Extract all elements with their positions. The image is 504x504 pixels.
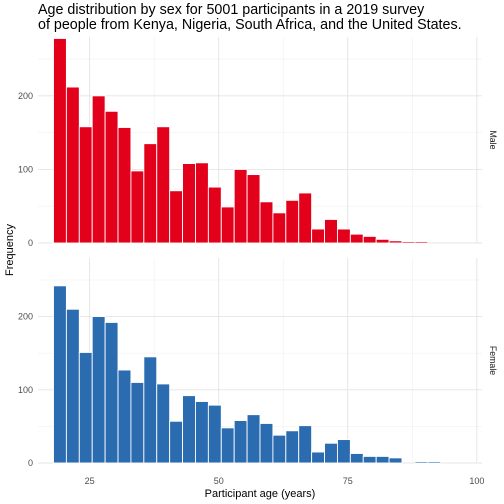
- histogram-bar-male: [414, 241, 429, 244]
- histogram-bar-female: [388, 457, 403, 464]
- histogram-bar-male: [207, 186, 222, 244]
- histogram-bar-male: [91, 95, 106, 244]
- histogram-bar-male: [324, 219, 338, 244]
- x-tick-label: 25: [85, 476, 95, 486]
- histogram-bar-male: [78, 126, 93, 244]
- histogram-bar-female: [78, 351, 93, 464]
- histogram-bar-female: [130, 382, 145, 464]
- histogram-bar-male: [195, 162, 209, 244]
- facet-strip-label: Male: [488, 130, 498, 149]
- y-tick-label: 200: [18, 91, 33, 101]
- histogram-bar-male: [388, 240, 403, 244]
- histogram-bar-male: [117, 127, 132, 244]
- histogram-bar-male: [401, 241, 416, 244]
- histogram-bar-female: [207, 404, 222, 464]
- histogram-bar-male: [104, 110, 119, 244]
- histogram-bar-male: [285, 199, 300, 244]
- histogram-bar-female: [349, 453, 364, 464]
- histogram-bar-female: [104, 321, 119, 464]
- histogram-bar-male: [375, 238, 390, 244]
- histogram-bar-female: [233, 420, 248, 464]
- x-tick-label: 75: [343, 476, 353, 486]
- histogram-bar-male: [220, 206, 235, 244]
- histogram-bar-male: [349, 233, 364, 244]
- y-tick-label: 100: [18, 164, 33, 174]
- x-axis-title: Participant age (years): [205, 488, 316, 500]
- histogram-bar-female: [220, 427, 235, 464]
- histogram-bar-female: [169, 420, 184, 464]
- histogram-bar-female: [427, 461, 442, 464]
- y-tick-label: 0: [28, 238, 33, 248]
- histogram-bar-female: [259, 423, 274, 464]
- histogram-bar-male: [130, 170, 145, 244]
- histogram-bar-male: [336, 228, 351, 244]
- facet-strip-label: Female: [488, 346, 498, 375]
- x-tick-label: 100: [469, 476, 484, 486]
- histogram-bar-male: [362, 235, 377, 244]
- histogram-bar-male: [65, 86, 80, 244]
- histogram-bar-male: [53, 38, 67, 244]
- histogram-bar-female: [117, 369, 132, 464]
- y-tick-label: 0: [28, 458, 33, 468]
- y-axis-title: Frequency: [4, 224, 16, 276]
- histogram-bar-female: [311, 451, 325, 464]
- y-tick-label: 200: [18, 312, 33, 322]
- histogram-bar-female: [53, 285, 67, 464]
- histogram-bar-female: [156, 383, 171, 464]
- histogram-bar-female: [298, 425, 313, 464]
- histogram-bar-female: [65, 308, 80, 464]
- histogram-bar-male: [272, 212, 287, 244]
- chart-title-line-1: Age distribution by sex for 5001 partici…: [38, 2, 425, 18]
- histogram-bar-female: [272, 434, 287, 464]
- x-tick-label: 50: [214, 476, 224, 486]
- y-tick-label: 100: [18, 385, 33, 395]
- histogram-bar-male: [169, 190, 184, 244]
- histogram-bar-male: [143, 143, 158, 244]
- histogram-bar-female: [182, 395, 196, 464]
- histogram-bar-female: [336, 439, 351, 464]
- chart-title-line-2: of people from Kenya, Nigeria, South Afr…: [38, 17, 462, 33]
- histogram-bar-female: [324, 442, 338, 464]
- chart-title: Age distribution by sex for 5001 partici…: [38, 3, 498, 33]
- histogram-bar-male: [182, 163, 196, 244]
- histogram-bar-male: [298, 192, 313, 244]
- histogram-bar-female: [91, 316, 106, 464]
- histogram-bar-female: [143, 356, 158, 464]
- histogram-bar-female: [362, 455, 377, 464]
- histogram-bar-male: [246, 174, 261, 244]
- histogram-bar-female: [414, 461, 429, 464]
- histogram-bar-female: [285, 430, 300, 464]
- histogram-bar-female: [375, 455, 390, 464]
- histogram-bar-female: [246, 414, 261, 464]
- histogram-bar-male: [259, 201, 274, 244]
- histogram-bar-male: [311, 228, 325, 244]
- histogram-bar-male: [233, 168, 248, 244]
- histogram-bar-female: [195, 401, 209, 464]
- histogram-bar-male: [156, 126, 171, 244]
